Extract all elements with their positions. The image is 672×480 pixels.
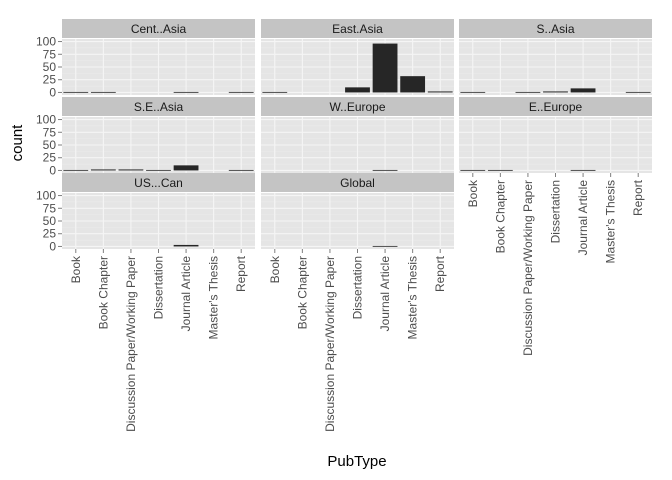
x-tick-label: Dissertation xyxy=(351,256,365,319)
y-tick-label: 50 xyxy=(43,138,57,152)
bar-journal-article xyxy=(372,169,398,171)
bar-report xyxy=(228,169,254,171)
facet-strip-label: East.Asia xyxy=(332,22,383,36)
y-tick-label: 0 xyxy=(49,163,56,177)
bar-book xyxy=(63,91,89,93)
y-tick-label: 75 xyxy=(43,125,57,139)
facet-strip-label: S..Asia xyxy=(536,22,574,36)
facet-5: W..Europe xyxy=(261,97,454,173)
bar-journal-article xyxy=(570,88,596,93)
facet-3: S..Asia xyxy=(459,19,652,95)
facet-strip xyxy=(459,97,652,116)
y-tick-label: 75 xyxy=(43,201,57,215)
y-tick-label: 25 xyxy=(43,73,57,87)
x-tick-label: Book Chapter xyxy=(493,180,507,253)
x-tick-label: Dissertation xyxy=(152,256,166,319)
facet-2: East.Asia xyxy=(261,19,454,95)
bar-journal-article xyxy=(173,165,199,171)
x-axis-title: PubType xyxy=(327,453,386,470)
y-tick-label: 100 xyxy=(36,35,56,49)
facet-strip xyxy=(459,19,652,38)
facet-strip-label: Cent..Asia xyxy=(131,22,187,36)
x-tick-label: Master's Thesis xyxy=(604,180,618,263)
facet-4: S.E..Asia xyxy=(62,97,255,173)
y-tick-label: 25 xyxy=(43,151,57,165)
facet-strip-label: S.E..Asia xyxy=(134,100,184,114)
x-tick-label: Dissertation xyxy=(549,180,563,243)
facet-strip xyxy=(62,97,255,116)
x-tick-label: Book xyxy=(466,179,480,207)
bar-dissertation xyxy=(146,169,171,171)
y-tick-label: 75 xyxy=(43,47,57,61)
bar-master-s-thesis xyxy=(400,76,426,93)
facet-6: E..Europe xyxy=(459,97,652,173)
y-tick-label: 0 xyxy=(49,85,56,99)
x-tick-label: Report xyxy=(631,179,645,216)
bar-book xyxy=(460,91,486,93)
facet-strip-label: E..Europe xyxy=(529,100,583,114)
bar-report xyxy=(427,91,453,93)
facet-8: Global xyxy=(261,173,454,249)
bar-report xyxy=(625,91,651,93)
x-tick-label: Book xyxy=(69,255,83,283)
facet-strip-label: Global xyxy=(340,176,375,190)
bar-dissertation xyxy=(345,87,370,93)
bar-journal-article xyxy=(372,43,398,93)
bar-book-chapter xyxy=(90,169,116,171)
x-tick-label: Discussion Paper/Working Paper xyxy=(521,180,535,356)
x-axes: Book Book Chapter Discussion Paper/Working… xyxy=(69,173,645,432)
x-tick-label: Master's Thesis xyxy=(207,256,221,339)
bar-journal-article xyxy=(173,91,199,93)
x-tick-label: Report xyxy=(433,255,447,292)
x-tick-label: Journal Article xyxy=(576,180,590,256)
facet-strip-label: US...Can xyxy=(134,176,183,190)
x-tick-label: Discussion Paper/Working Paper xyxy=(124,256,138,432)
bar-journal-article xyxy=(570,169,596,171)
bar-journal-article xyxy=(372,245,398,247)
y-tick-label: 50 xyxy=(43,60,57,74)
x-tick-label: Book Chapter xyxy=(96,256,110,329)
x-tick-label: Master's Thesis xyxy=(406,256,420,339)
facet-strip xyxy=(261,19,454,38)
bar-book xyxy=(262,91,288,93)
y-tick-label: 0 xyxy=(49,239,56,253)
bar-discussion-paper-working-paper xyxy=(118,169,144,171)
y-tick-label: 25 xyxy=(43,227,57,241)
facet-panels: Cent..Asia East.Asia S..Asia S.E..Asia W..Eu… xyxy=(62,19,652,249)
facet-strip xyxy=(62,19,255,38)
x-tick-label: Book Chapter xyxy=(295,256,309,329)
x-tick-label: Discussion Paper/Working Paper xyxy=(323,256,337,432)
bar-book-chapter xyxy=(90,91,116,93)
facet-strip xyxy=(261,97,454,116)
bar-book xyxy=(460,169,486,171)
y-axis-title: count xyxy=(9,124,26,162)
facet-strip xyxy=(261,173,454,192)
x-tick-label: Report xyxy=(234,255,248,292)
y-tick-label: 100 xyxy=(36,113,56,127)
y-tick-label: 100 xyxy=(36,189,56,203)
facet-7: US...Can xyxy=(62,173,255,249)
bar-discussion-paper-working-paper xyxy=(515,91,541,93)
x-tick-label: Journal Article xyxy=(378,256,392,332)
x-tick-label: Journal Article xyxy=(179,256,193,332)
bar-book-chapter xyxy=(487,169,513,171)
bar-dissertation xyxy=(543,91,568,93)
bar-journal-article xyxy=(173,244,199,247)
bar-book xyxy=(63,169,89,171)
facet-strip xyxy=(62,173,255,192)
x-tick-label: Book xyxy=(268,255,282,283)
facet-1: Cent..Asia xyxy=(62,19,255,95)
facet-strip-label: W..Europe xyxy=(329,100,385,114)
y-tick-label: 50 xyxy=(43,214,57,228)
bar-report xyxy=(228,91,254,93)
